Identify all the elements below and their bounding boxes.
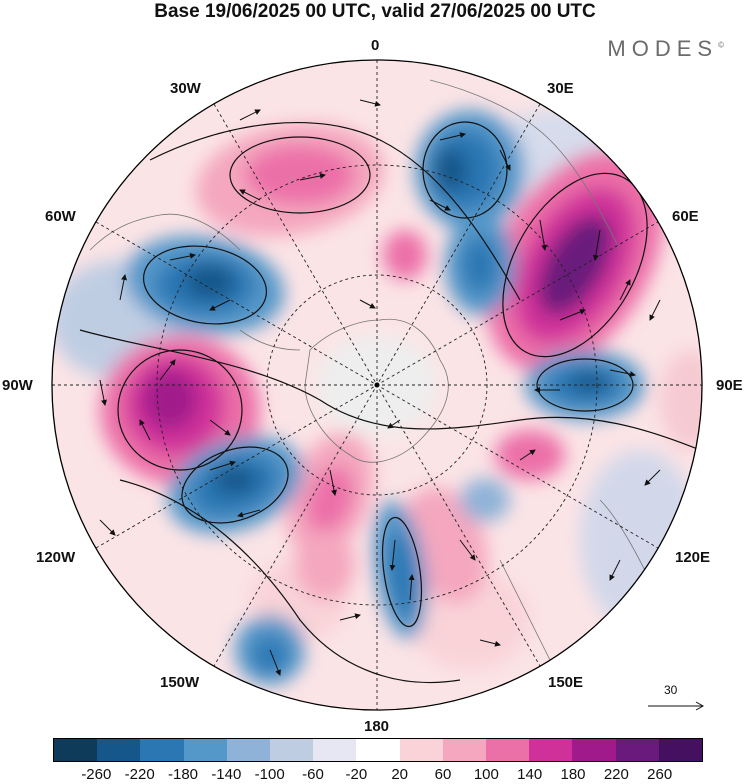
- lon-label-30e: 30E: [547, 80, 574, 97]
- lon-label-120w: 120W: [36, 549, 76, 566]
- lon-label-120e: 120E: [675, 549, 711, 566]
- pole-marker: [374, 382, 380, 388]
- lon-label-90w: 90W: [2, 377, 33, 394]
- wind-vectors: [99, 99, 661, 676]
- colorbar-tick-label: -140: [211, 766, 242, 783]
- colorbar-swatch: [615, 739, 659, 761]
- brand-logo: MODES©: [607, 36, 724, 62]
- brand-text: MODES: [607, 36, 719, 61]
- colorbar-labels: -260 -220 -180 -140 -100 -60 -20 20 60 100 140 180 2…: [0, 766, 750, 784]
- colorbar-tick-label: 140: [517, 766, 543, 783]
- contour-lines: [79, 121, 701, 684]
- reference-arrow: [648, 701, 705, 711]
- colorbar-swatch: [529, 739, 573, 761]
- lon-label-150w: 150W: [160, 674, 200, 691]
- lon-label-60w: 60W: [45, 208, 76, 225]
- map-boundary: [51, 59, 703, 711]
- colorbar-tick-label: 60: [434, 766, 452, 783]
- colorbar-tick-label: -60: [302, 766, 324, 783]
- colorbar-swatch: [399, 739, 443, 761]
- lon-label-180: 180: [364, 718, 390, 735]
- colorbar-swatch: [140, 739, 184, 761]
- colorbar-swatch: [313, 739, 357, 761]
- colorbar-tick-label: -20: [345, 766, 368, 783]
- lon-label-60e: 60E: [672, 208, 699, 225]
- colorbar-tick-label: 260: [647, 766, 673, 783]
- colorbar-swatch: [658, 739, 703, 761]
- colorbar-tick-label: -220: [124, 766, 155, 783]
- lon-label-90e: 90E: [716, 377, 743, 394]
- colorbar: [53, 738, 703, 762]
- lon-label-30w: 30W: [170, 80, 201, 97]
- colorbar-tick-label: -180: [167, 766, 199, 783]
- colorbar-swatch: [183, 739, 227, 761]
- colorbar-tick-label: 20: [391, 766, 408, 783]
- colorbar-swatch: [270, 739, 314, 761]
- colorbar-swatch: [442, 739, 487, 761]
- colorbar-swatch: [97, 739, 141, 761]
- lon-label-150e: 150E: [548, 674, 584, 691]
- reference-vector-label: 30: [664, 683, 678, 697]
- brand-mark: ©: [718, 40, 724, 50]
- lon-label-0: 0: [371, 37, 380, 54]
- colorbar-swatch: [572, 739, 616, 761]
- map-title: Base 19/06/2025 00 UTC, valid 27/06/2025…: [154, 1, 596, 22]
- colorbar-tick-label: -260: [81, 766, 112, 783]
- colorbar-swatch: [226, 739, 271, 761]
- colorbar-tick-label: 180: [560, 766, 586, 783]
- colorbar-tick-label: -100: [254, 766, 285, 783]
- anomaly-field: [52, 110, 702, 685]
- colorbar-swatch: [356, 739, 400, 761]
- colorbar-swatch: [486, 739, 530, 761]
- colorbar-swatch: [54, 739, 98, 761]
- colorbar-tick-label: 100: [473, 766, 499, 783]
- colorbar-tick-label: 220: [603, 766, 629, 783]
